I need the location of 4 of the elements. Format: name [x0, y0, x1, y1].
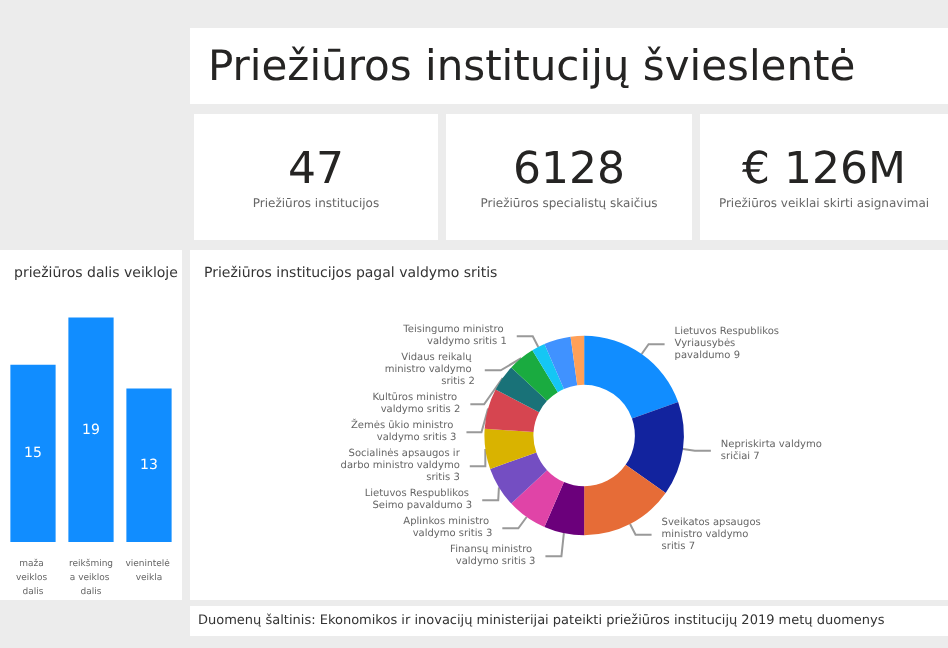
- text: Priežiūros institucijų švieslentė: [208, 42, 856, 90]
- text: € 126M: [742, 145, 906, 195]
- text: 47: [288, 145, 344, 195]
- text: 6128: [513, 145, 625, 195]
